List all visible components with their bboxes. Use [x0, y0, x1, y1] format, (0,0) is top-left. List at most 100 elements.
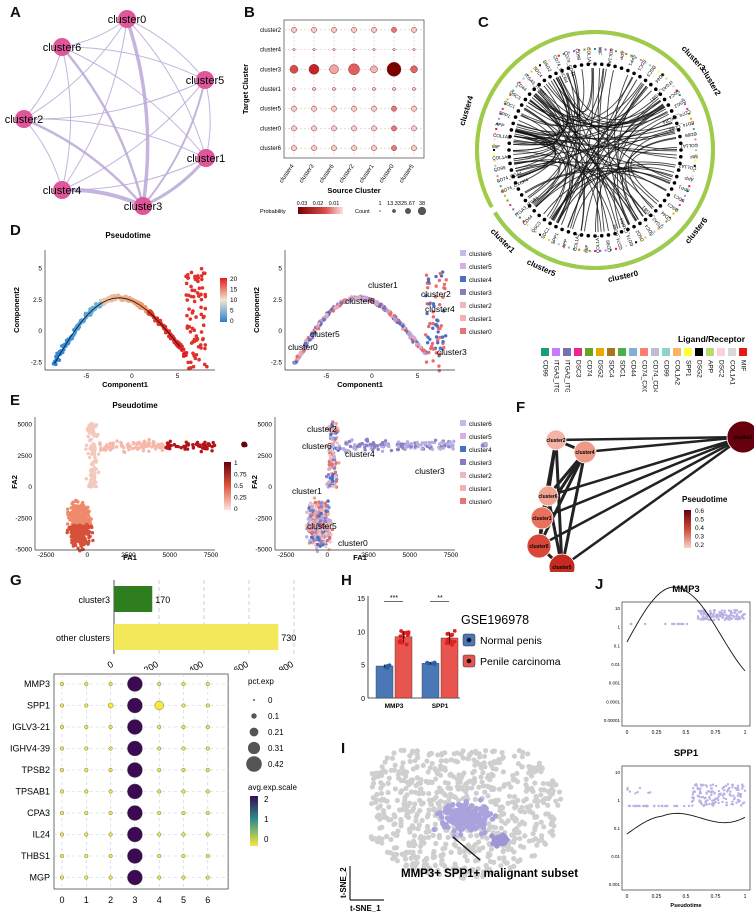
- g-dot-0-2: [108, 681, 113, 686]
- j2-point: [721, 787, 724, 790]
- e-right-point: [420, 447, 424, 451]
- e-left-ytick: 5000: [18, 422, 33, 429]
- e-left-point: [70, 540, 74, 545]
- e-left-point: [205, 445, 209, 450]
- d-left-point: [203, 292, 207, 297]
- i-point: [407, 827, 413, 833]
- i-point: [511, 856, 517, 862]
- i-point: [393, 832, 399, 838]
- e-right-point: [304, 523, 309, 528]
- e-right-xtick: 7500: [444, 552, 459, 559]
- d-left-ytick: -2.5: [31, 359, 43, 366]
- j2-point: [699, 796, 703, 799]
- d-right-point: [438, 352, 442, 356]
- b-dot-cluster1-cluster1: [372, 87, 376, 91]
- c-arrowhead: [599, 62, 604, 67]
- d-left-point: [112, 293, 116, 298]
- i-point: [455, 780, 461, 786]
- c-arrowhead: [527, 92, 532, 96]
- e-right-point: [318, 544, 322, 548]
- e-left-point: [70, 538, 74, 542]
- c-arrowhead: [672, 181, 677, 185]
- panel-d-left-title: Pseudotime: [105, 231, 151, 240]
- j1-ytick: 1: [617, 625, 620, 630]
- e-right-point: [445, 442, 450, 446]
- i-point: [502, 781, 508, 788]
- e-left-point: [185, 447, 190, 451]
- d-right-point: [437, 369, 442, 373]
- c-arrowhead: [554, 224, 558, 229]
- i-point: [495, 830, 501, 836]
- i-point: [497, 759, 503, 766]
- e-left-point: [207, 442, 211, 446]
- d-left-point: [202, 362, 207, 367]
- f-edge-cluster2-cluster5: [554, 439, 564, 568]
- c-arrowhead: [537, 82, 541, 87]
- i-point: [386, 775, 392, 781]
- e-left-point: [89, 462, 94, 466]
- e-left-point: [87, 534, 91, 538]
- c-legend-label-8: CD44: [629, 360, 636, 377]
- d-right-cluster-label: cluster5: [310, 329, 340, 339]
- c-chord: [624, 137, 677, 217]
- c-legend-swatch-15: [706, 348, 714, 356]
- e-left-point: [74, 536, 79, 540]
- b-prob-tick: 0.03: [297, 201, 308, 207]
- f-node-label-cluster6: cluster6: [538, 494, 557, 500]
- i-point-highlight: [477, 797, 484, 803]
- b-prob-tick: 0.01: [329, 201, 340, 207]
- e-right-cluster-label: cluster1: [292, 486, 322, 496]
- c-arrowhead: [606, 233, 611, 237]
- j2-point: [699, 787, 702, 790]
- h-point: [430, 661, 435, 666]
- j2-point: [737, 788, 740, 792]
- c-tick-color: [552, 56, 555, 59]
- i-point: [417, 797, 423, 803]
- e-right-point: [399, 444, 403, 448]
- e-right-point: [327, 536, 332, 541]
- e-colorbar-tick: 0.5: [234, 483, 243, 490]
- d-left-point: [203, 346, 207, 351]
- c-tick-color: [594, 250, 596, 252]
- b-dot-cluster6-cluster2: [351, 145, 357, 151]
- c-arrowhead: [626, 227, 630, 232]
- d-left-point: [193, 277, 198, 282]
- j2-point: [647, 791, 650, 795]
- e-left-point: [87, 509, 91, 514]
- c-tick-color: [583, 48, 586, 51]
- g-dot-9-0: [60, 875, 65, 880]
- b-dot-cluster0-cluster1: [371, 125, 377, 132]
- g-dot-4-4: [157, 767, 162, 772]
- e-right-point: [376, 447, 380, 451]
- panel-c-chords: [512, 68, 678, 233]
- d-colorbar-tick: 0: [230, 318, 234, 325]
- i-point-highlight: [451, 833, 457, 840]
- c-arrowhead: [678, 134, 682, 139]
- g-dot-1-5: [181, 703, 186, 708]
- d-left-point: [194, 352, 199, 357]
- c-tick-color: [530, 70, 533, 73]
- j2-point: [725, 801, 728, 804]
- d-right-xtick: -5: [324, 373, 330, 380]
- e-left-xtick: 2500: [121, 552, 136, 559]
- c-ligand-label: SPP1: [627, 54, 636, 67]
- h-point: [406, 632, 411, 636]
- c-tick-color: [578, 248, 581, 251]
- i-point: [473, 790, 479, 796]
- c-arrowhead: [511, 174, 516, 179]
- c-legend-swatch-16: [717, 348, 725, 356]
- e-right-point: [387, 444, 391, 449]
- j2-point: [626, 786, 629, 790]
- e-left-point: [88, 521, 93, 526]
- d-left-point: [202, 314, 206, 319]
- edge-cluster6-cluster3: [61, 46, 145, 207]
- e-left-point: [91, 538, 95, 543]
- c-tick-color: [649, 64, 652, 67]
- i-point: [442, 845, 448, 851]
- d-left-point: [199, 292, 203, 297]
- e-right-point: [440, 440, 444, 444]
- b-count-dot: [379, 210, 381, 212]
- i-point-highlight: [468, 803, 475, 809]
- c-tick-color: [501, 107, 504, 110]
